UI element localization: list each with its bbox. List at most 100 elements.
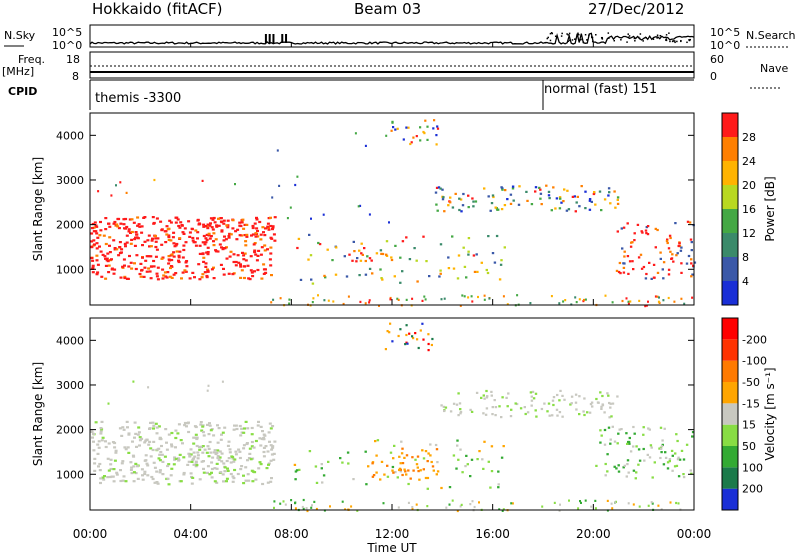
colorbar-label-1: Velocity [m s⁻¹] (763, 367, 777, 460)
nsky-tick-high: 10^5 (52, 26, 83, 39)
colorbar-tick-1-0: 200 (742, 483, 763, 496)
y-tick-label-0-2: 3000 (56, 174, 84, 187)
colorbar-segment-1-2 (722, 446, 738, 468)
cpid-label-2: normal (fast) 151 (544, 82, 658, 97)
colorbar-tick-1-3: 15 (742, 419, 756, 432)
search-noise-dot-45 (689, 38, 692, 41)
x-tick-label-4: 16:00 (475, 527, 510, 541)
colorbar-tick-1-4: -15 (742, 397, 760, 410)
nsearch-tick-high: 10^5 (710, 26, 741, 39)
search-noise-dot-3 (686, 41, 688, 44)
search-noise-dot-39 (591, 36, 593, 39)
colorbar-segment-0-2 (722, 233, 738, 257)
sky-noise-line (89, 32, 695, 45)
velocity-blob-upper-morning (107, 380, 224, 405)
search-noise-dot-24 (561, 32, 563, 35)
nsky-tick-low: 10^0 (52, 39, 83, 52)
colorbar-tick-1-7: -200 (742, 333, 767, 346)
nave-tick-high: 60 (710, 53, 724, 66)
y-tick-label-0-3: 4000 (56, 129, 84, 142)
colorbar-tick-0-1: 8 (742, 251, 749, 264)
nave-label: Nave (760, 62, 789, 75)
search-noise-dot-21 (652, 38, 655, 40)
search-noise-dot-40 (588, 34, 590, 37)
colorbar-tick-0-2: 12 (742, 227, 756, 240)
power-blob-midday-core (348, 247, 394, 263)
colorbar-segment-1-6 (722, 360, 738, 382)
search-noise-dot-33 (544, 41, 547, 44)
x-tick-label-1: 04:00 (173, 527, 208, 541)
search-noise-dot-10 (591, 36, 594, 39)
search-noise-dot-36 (569, 39, 571, 42)
colorbar-segment-1-1 (722, 467, 738, 489)
colorbar-tick-1-1: 100 (742, 461, 763, 474)
colorbar-segment-0-1 (722, 257, 738, 281)
y-axis-label-0: Slant Range [km] (31, 157, 45, 261)
power-blob-upper-morning (97, 178, 236, 197)
search-noise-dot-68 (567, 34, 569, 36)
search-noise-dot-11 (577, 32, 579, 35)
search-noise-dot-55 (671, 40, 674, 43)
colorbar-tick-0-0: 4 (742, 275, 749, 288)
colorbar-segment-0-3 (722, 209, 738, 233)
search-noise-dot-43 (673, 40, 676, 42)
freq-unit-label: [MHz] (2, 65, 35, 78)
beam-title: Beam 03 (354, 0, 422, 18)
search-noise-dot-56 (665, 34, 668, 36)
search-noise-dot-26 (595, 34, 597, 36)
colorbar-segment-0-5 (722, 161, 738, 185)
search-noise-dot-51 (668, 32, 670, 34)
search-noise-dot-41 (676, 40, 678, 43)
nsearch-label: N.Search (746, 29, 796, 42)
search-noise-dot-7 (584, 33, 587, 36)
search-noise-dot-5 (582, 41, 585, 43)
nsky-label: N.Sky (4, 29, 36, 42)
colorbar-segment-0-6 (722, 137, 738, 161)
search-noise-dot-1 (571, 39, 574, 41)
search-noise-dot-19 (634, 40, 636, 42)
colorbar-segment-0-7 (722, 113, 738, 137)
search-noise-dot-30 (549, 39, 552, 42)
x-tick-label-5: 20:00 (576, 527, 611, 541)
colorbar-tick-1-6: -100 (742, 355, 767, 368)
y-tick-label-1-1: 2000 (56, 424, 84, 437)
search-noise-dot-35 (607, 32, 610, 34)
power-blob-afternoon (434, 184, 620, 213)
velocity-blob-midday-core (367, 447, 440, 481)
power-blob-morning (90, 216, 277, 281)
freq-tick-low: 8 (72, 70, 79, 83)
colorbar-tick-0-6: 28 (742, 131, 756, 144)
colorbar-tick-1-5: -50 (742, 376, 760, 389)
y-tick-label-1-3: 4000 (56, 334, 84, 347)
noise-spike-2 (272, 34, 275, 43)
search-noise-dot-59 (656, 37, 658, 39)
search-noise-dot-64 (626, 41, 628, 43)
colorbar-tick-0-5: 24 (742, 155, 756, 168)
colorbar-segment-1-8 (722, 318, 738, 340)
y-tick-label-0-0: 1000 (56, 263, 84, 276)
search-noise-dot-66 (633, 37, 636, 40)
y-tick-label-0-1: 2000 (56, 219, 84, 232)
heatmap-frame-0 (89, 112, 695, 306)
search-noise-dot-54 (665, 38, 668, 40)
velocity-blob-afternoon (440, 389, 619, 419)
y-tick-label-1-0: 1000 (56, 468, 84, 481)
cpid-label: CPID (8, 85, 38, 98)
colorbar-segment-1-0 (722, 488, 738, 510)
noise-spike-1 (268, 34, 271, 43)
power-blob-midday (296, 233, 506, 285)
search-noise-dot-67 (639, 37, 641, 40)
x-tick-label-3: 12:00 (375, 527, 410, 541)
search-noise-dot-15 (620, 39, 622, 41)
search-noise-dot-65 (628, 35, 631, 37)
noise-spike-4 (285, 34, 288, 43)
velocity-blob-far (384, 322, 434, 352)
x-tick-label-6: 00:00 (677, 527, 712, 541)
search-noise-dot-63 (581, 38, 583, 40)
freq-tick-high: 18 (66, 53, 80, 66)
search-noise-dot-18 (688, 39, 690, 41)
search-noise-dot-48 (567, 40, 570, 42)
search-noise-dot-53 (546, 37, 549, 40)
